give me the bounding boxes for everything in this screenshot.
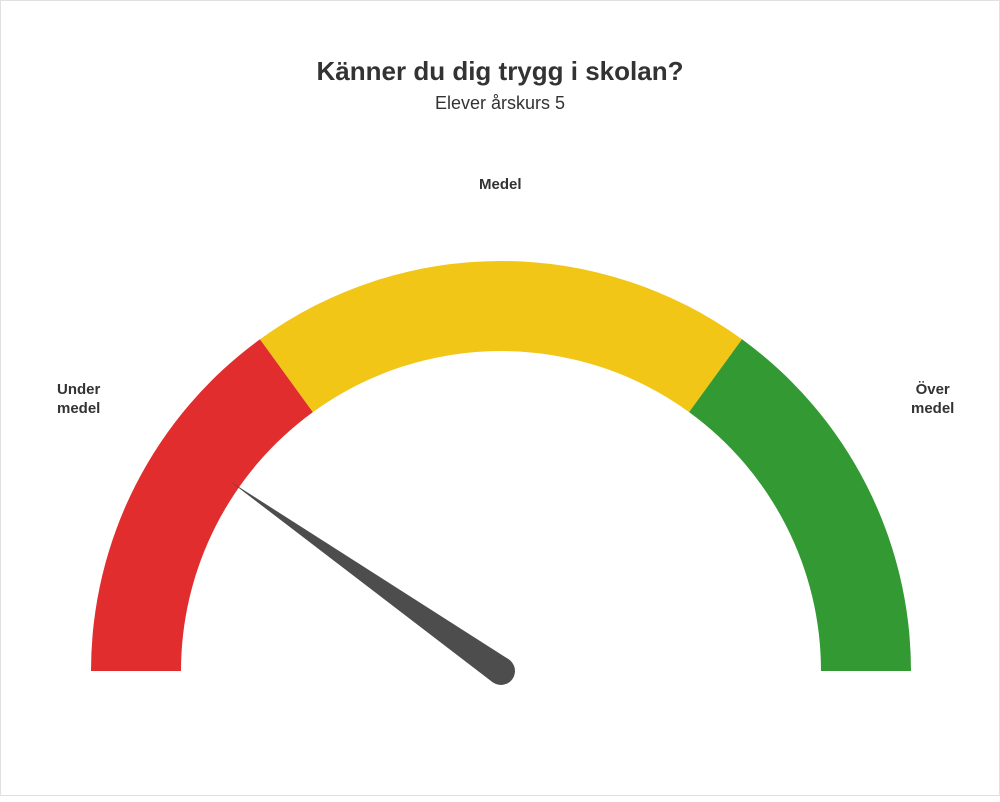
gauge-needle-hub [487, 657, 515, 685]
gauge-needle [231, 482, 509, 683]
segment-label-under: Under medel [57, 381, 100, 419]
gauge-chart: Under medel Medel Över medel [1, 1, 1000, 797]
gauge-svg [1, 1, 1000, 797]
gauge-segment-over [689, 339, 911, 671]
gauge-segment-under [91, 339, 313, 671]
gauge-segment-medel [260, 261, 742, 412]
segment-label-over: Över medel [911, 381, 954, 419]
chart-frame: Känner du dig trygg i skolan? Elever års… [0, 0, 1000, 796]
segment-label-medel: Medel [479, 176, 522, 195]
